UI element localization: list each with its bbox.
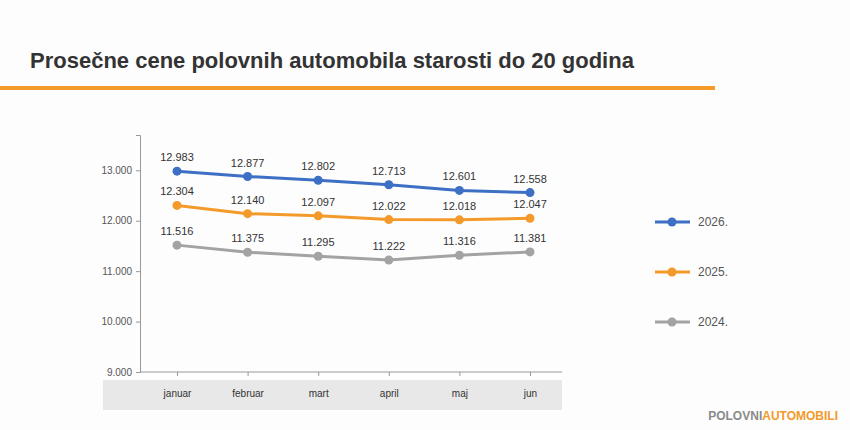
x-tick-mark [530,372,531,376]
data-label: 12.877 [231,157,265,169]
series-point [314,211,323,220]
y-axis: 9.000 10.000 11.000 12.000 13.000 [101,136,140,378]
data-label: 12.047 [513,198,547,210]
y-tick-mark [136,221,140,222]
x-axis: januar februar mart april maj jun [140,372,562,399]
x-tick: jun [523,372,537,399]
series-point [173,201,182,210]
x-tick: maj [452,372,468,399]
chart: Prosečne cene polovnih automobila staros… [0,0,850,430]
legend-label: 2024. [698,315,728,329]
x-axis-line [140,372,562,373]
x-tick: mart [309,372,329,399]
legend-item: 2025. [655,265,728,279]
series-point [384,255,393,264]
series-point [173,241,182,250]
y-tick-label: 13.000 [101,165,132,176]
series-point [384,215,393,224]
data-label: 12.601 [443,170,477,182]
y-tick-mark [136,322,140,323]
x-tick-label: mart [309,388,329,399]
logo-part: POLOVNI [708,409,762,423]
x-tick: april [380,372,399,399]
series-point [455,215,464,224]
y-tick: 10.000 [101,316,140,327]
series-point [314,252,323,261]
data-labels: 12.983 12.877 12.802 12.713 12.601 12.558 12.3… [160,151,547,252]
series-point [243,209,252,218]
y-tick-mark [136,271,140,272]
data-label: 12.140 [231,194,265,206]
legend: 2026. 2025. 2024. [655,215,728,329]
series-line [177,205,530,219]
x-tick-label: april [380,388,399,399]
x-tick-label: maj [452,388,468,399]
series-point [526,247,535,256]
data-label: 12.304 [160,185,194,197]
series-line [177,245,530,260]
series-point [455,251,464,260]
data-label: 12.983 [160,151,194,163]
x-tick-mark [389,372,390,376]
data-label: 12.802 [301,160,335,172]
series-point [455,186,464,195]
legend-item: 2024. [655,315,728,329]
data-label: 12.558 [513,173,547,185]
y-tick-label: 12.000 [101,215,132,226]
y-tick-label: 10.000 [101,316,132,327]
legend-swatch-marker [668,318,677,327]
series-point [314,176,323,185]
legend-item: 2026. [655,215,728,229]
title-underline [0,86,715,90]
y-tick: 13.000 [101,165,140,176]
y-axis-line [136,136,141,373]
x-tick: januar [163,372,192,399]
y-tick-mark [136,170,140,171]
data-label: 12.713 [372,165,406,177]
series-point [526,188,535,197]
data-label: 11.375 [231,232,264,244]
y-tick-label: 11.000 [102,266,132,277]
x-tick-mark [248,372,249,376]
data-label: 11.316 [443,235,476,247]
logo-part: AUTOMOBILI [762,409,838,423]
x-tick-mark [459,372,460,376]
x-tick-label: februar [232,388,264,399]
series-point [243,248,252,257]
x-axis-band [103,380,562,410]
data-label: 11.222 [372,240,405,252]
y-tick: 11.000 [102,266,140,277]
x-tick: februar [232,372,264,399]
data-label: 11.295 [302,236,335,248]
data-label: 12.097 [301,196,335,208]
data-label: 11.381 [514,232,547,244]
plot-area [173,167,535,265]
y-tick: 12.000 [101,215,140,226]
data-label: 11.516 [161,225,194,237]
series-point [173,167,182,176]
y-tick: 9.000 [107,367,140,378]
series-line [177,171,530,192]
series-point [384,180,393,189]
background [0,0,850,430]
x-tick-mark [177,372,178,376]
data-label: 12.022 [372,200,406,212]
y-tick-mark [136,372,140,373]
x-tick-label: jun [523,388,537,399]
legend-swatch-marker [668,218,677,227]
series-point [243,172,252,181]
x-tick-mark [318,372,319,376]
legend-label: 2025. [698,265,728,279]
x-tick-label: januar [163,388,192,399]
data-label: 12.018 [443,200,477,212]
title: Prosečne cene polovnih automobila staros… [30,48,635,73]
legend-swatch-marker [668,268,677,277]
logo: POLOVNIAUTOMOBILI [708,409,838,423]
y-tick-label: 9.000 [107,367,132,378]
legend-label: 2026. [698,215,728,229]
series-point [526,214,535,223]
